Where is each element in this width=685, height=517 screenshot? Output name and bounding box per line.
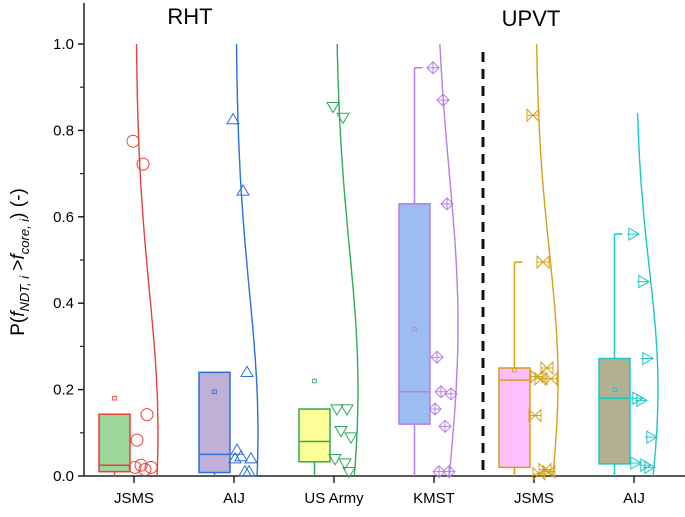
box-iqr (498, 367, 531, 469)
data-point-bowtie (540, 360, 554, 376)
data-point-diamond (430, 350, 444, 364)
data-point-circle (140, 408, 154, 422)
data-point-triangle-right (637, 274, 650, 289)
data-point-triangle-up (240, 365, 254, 378)
data-point-diamond (438, 419, 452, 434)
svg-text:P(fNDT, i >fcore, i) (-): P(fNDT, i >fcore, i) (-) (8, 188, 32, 336)
mean-marker (412, 326, 417, 332)
y-tick-label: 0.8 (53, 122, 74, 139)
data-point-triangle-down (342, 466, 356, 479)
data-point-circle (144, 460, 158, 474)
mean-marker (212, 389, 217, 395)
data-point-triangle-down (336, 112, 350, 125)
box-iqr (98, 413, 131, 473)
group-label-rht: RHT (167, 4, 212, 29)
plot-area (98, 43, 659, 482)
data-point-triangle-up (236, 183, 250, 196)
data-point-triangle-down (328, 454, 342, 466)
data-point-circle (138, 463, 152, 477)
data-point-triangle-right (627, 227, 640, 241)
data-point-bowtie (530, 369, 544, 384)
data-point-circle (126, 134, 140, 148)
ylabel-end: ) (-) (8, 188, 29, 219)
data-point-diamond (428, 402, 442, 416)
series-rht-aij (198, 43, 259, 477)
y-tick-label: 1.0 (53, 36, 74, 53)
distribution-curve (235, 43, 259, 477)
data-point-triangle-right (645, 430, 658, 444)
data-point-circle (128, 460, 142, 474)
y-axis-label: P(fNDT, i >fcore, i) (-) (8, 188, 32, 336)
data-point-bowtie (544, 371, 558, 387)
data-point-bowtie (536, 254, 550, 270)
ylabel-f1: f (8, 310, 29, 317)
series-upvt-jsms (498, 43, 559, 482)
data-point-triangle-down (334, 425, 348, 438)
data-point-triangle-up (230, 443, 244, 455)
data-point-triangle-up (228, 451, 242, 464)
data-point-triangle-right (629, 456, 642, 470)
data-point-triangle-down (338, 458, 352, 471)
data-point-triangle-up (238, 464, 252, 477)
x-tick-label: KMST (413, 490, 455, 507)
y-tick-label: 0.6 (53, 209, 74, 226)
x-tick-label: US Army (304, 490, 364, 507)
data-point-circle (130, 433, 144, 447)
data-point-triangle-up (242, 464, 256, 477)
distribution-curve (439, 43, 459, 477)
mean-marker (512, 367, 517, 373)
data-point-triangle-right (641, 351, 654, 366)
box-iqr (598, 357, 631, 465)
data-point-triangle-right (643, 460, 656, 475)
data-point-diamond (444, 387, 458, 401)
data-point-triangle-up (244, 451, 258, 464)
data-point-triangle-down (344, 432, 358, 445)
y-tick-label: 0.4 (53, 295, 74, 312)
mean-marker (312, 378, 317, 384)
data-point-circle (136, 157, 150, 171)
series-rht-us-army (298, 43, 359, 479)
data-point-bowtie (532, 466, 546, 482)
ylabel-f2: f (8, 252, 29, 259)
data-point-diamond (434, 385, 448, 399)
x-tick-label: JSMS (514, 490, 554, 507)
mean-marker (112, 395, 117, 401)
x-tick-label: AIJ (623, 490, 645, 507)
distribution-curve (135, 43, 159, 477)
axes: 0.0 0.2 0.4 0.6 0.8 1.0 JSMS AIJ US Army KMST JSMS… (53, 3, 685, 507)
series-rht-kmst (398, 43, 459, 479)
box-iqr (298, 408, 331, 463)
data-point-triangle-down (326, 101, 340, 114)
data-point-diamond (436, 93, 450, 107)
ylabel-gt: > (8, 259, 29, 275)
y-tick-label: 0.2 (53, 382, 74, 399)
series-rht-jsms (98, 43, 159, 477)
ylabel-sub1: NDT, i (17, 275, 32, 312)
data-point-diamond (440, 197, 454, 211)
data-point-bowtie (526, 108, 540, 123)
x-tick-label: JSMS (114, 490, 154, 507)
data-point-diamond (432, 464, 446, 479)
data-point-triangle-up (226, 112, 240, 125)
group-label-upvt: UPVT (502, 6, 561, 31)
distribution-curve (336, 43, 359, 477)
data-point-bowtie (528, 408, 542, 423)
mean-marker (612, 387, 617, 392)
ylabel-sub2: core, i (17, 218, 32, 255)
box-iqr (198, 371, 231, 474)
data-point-triangle-up (234, 449, 248, 462)
data-point-diamond (426, 61, 440, 75)
data-point-circle (134, 458, 148, 472)
box-iqr (398, 203, 431, 425)
data-point-triangle-right (635, 393, 648, 408)
distribution-curve (636, 113, 659, 477)
y-tick-label: 0.0 (53, 468, 74, 485)
x-tick-label: AIJ (223, 490, 245, 507)
series-upvt-aij (598, 113, 659, 477)
data-point-triangle-down (330, 404, 344, 417)
data-point-triangle-down (340, 404, 354, 417)
ylabel-p: P( (8, 316, 29, 336)
